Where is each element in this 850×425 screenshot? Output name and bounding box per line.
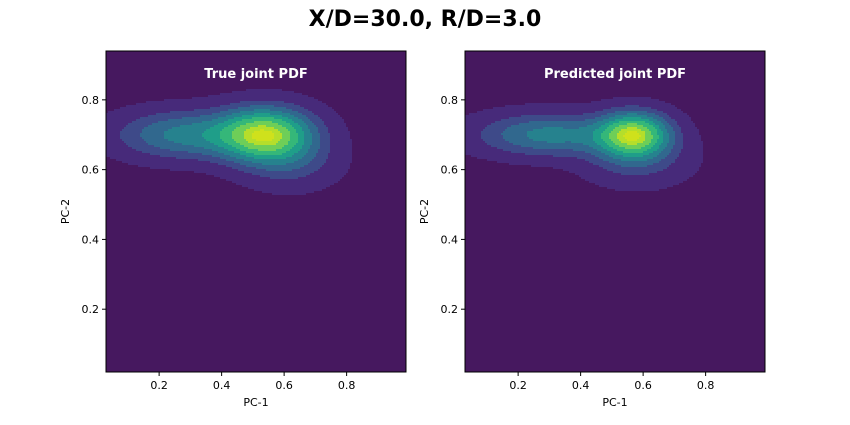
x-tick-label: 0.8 <box>338 379 356 392</box>
contour-band-9 <box>623 131 641 141</box>
y-tick-label: 0.6 <box>82 164 100 177</box>
axes-frame <box>464 50 766 373</box>
y-axis-label: PC-2 <box>59 199 72 224</box>
y-tick-label: 0.2 <box>441 303 459 316</box>
axes-frame <box>105 50 407 373</box>
y-tick-label: 0.2 <box>82 303 100 316</box>
x-tick-label: 0.6 <box>634 379 652 392</box>
true-pdf-panel: True joint PDF 0.2 0.4 0.6 0.8 0.2 0.4 0.6 0.8 PC… <box>59 50 407 409</box>
y-axis-label: PC-2 <box>418 199 431 224</box>
predicted-pdf-panel: Predicted joint PDF 0.2 0.4 0.6 0.8 0.2 0.4 0.6… <box>418 50 766 409</box>
x-tick-label: 0.4 <box>213 379 231 392</box>
contour-band-9 <box>252 129 274 141</box>
y-tick-label: 0.6 <box>441 164 459 177</box>
x-tick-label: 0.2 <box>150 379 168 392</box>
figure-suptitle: X/D=30.0, R/D=3.0 <box>309 7 542 32</box>
y-tick-label: 0.4 <box>441 233 459 246</box>
y-tick-label: 0.4 <box>82 233 100 246</box>
y-tick-label: 0.8 <box>82 94 100 107</box>
x-tick-label: 0.4 <box>572 379 590 392</box>
x-tick-label: 0.8 <box>697 379 715 392</box>
y-tick-label: 0.8 <box>441 94 459 107</box>
panel-title: True joint PDF <box>204 67 308 82</box>
x-tick-label: 0.2 <box>509 379 527 392</box>
panel-title: Predicted joint PDF <box>544 67 686 82</box>
x-axis-label: PC-1 <box>243 396 268 409</box>
x-axis-label: PC-1 <box>602 396 627 409</box>
x-tick-label: 0.6 <box>275 379 293 392</box>
